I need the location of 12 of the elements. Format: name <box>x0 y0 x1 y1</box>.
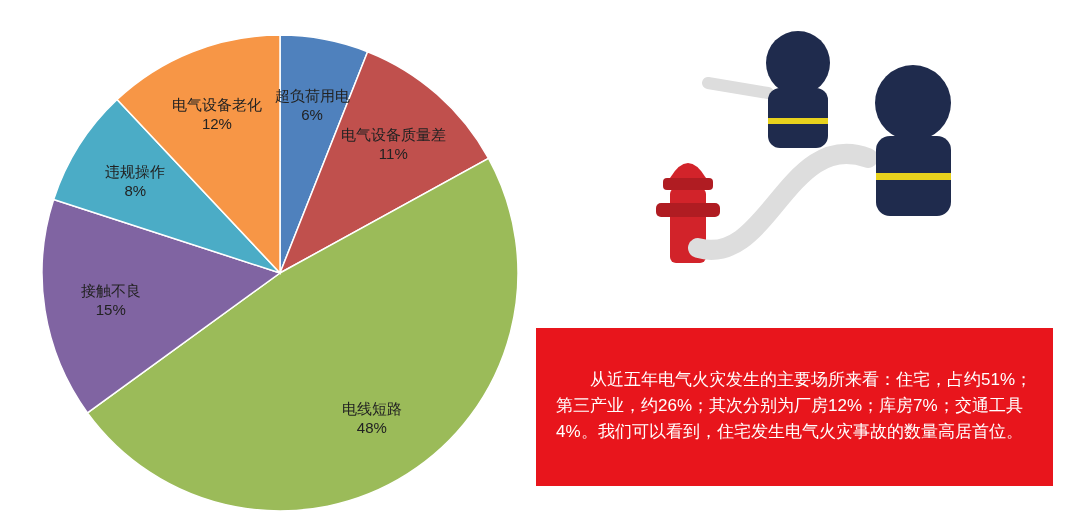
slice-label: 违规操作 <box>105 163 166 181</box>
data-label: 48% <box>356 418 387 436</box>
data-label: 12% <box>201 114 232 132</box>
text: 从近五年电气火灾发生的主要场所来看：住宅，占约51%；第三产业，约26%；其次分别为厂房12%；库房7%；交通工具4%。我们可以看到，住宅发生电气火灾事故的数量高居首位。 <box>556 370 1033 441</box>
data-label: 6% <box>301 105 323 123</box>
data-label: 8% <box>124 182 147 200</box>
data-label: 11% <box>378 145 408 163</box>
slice-label: 电线短路 <box>341 399 402 417</box>
slice-label: 电气设备老化 <box>171 95 262 113</box>
data-label: 15% <box>95 300 126 318</box>
slice-label: 接触不良 <box>80 281 141 299</box>
slice-label: 电气设备质量差 <box>340 126 446 144</box>
